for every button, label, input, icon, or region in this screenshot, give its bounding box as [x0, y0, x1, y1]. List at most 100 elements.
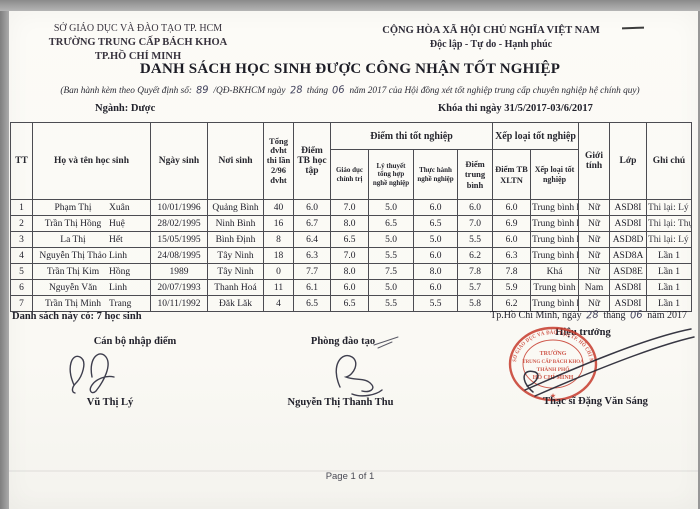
cell-dob: 1989 — [150, 263, 208, 280]
cell-dvht: 8 — [263, 231, 294, 248]
cell-theory: 5.0 — [368, 231, 414, 248]
cell-practice: 5.0 — [413, 231, 458, 248]
cell-class: ASD8E — [609, 263, 647, 280]
cell-pob: Ninh Bình — [207, 215, 264, 232]
document-title: DANH SÁCH HỌC SINH ĐƯỢC CÔNG NHẬN TỐT NG… — [139, 61, 561, 77]
cell-practice: 6.0 — [413, 247, 458, 264]
national-title: CỘNG HÒA XÃ HỘI CHỦ NGHĨA VIỆT NAM — [382, 25, 600, 36]
cell-practice: 6.0 — [413, 199, 458, 216]
cell-tt: 6 — [10, 279, 33, 296]
header-theory: Lý thuyết tổng hợp nghề nghiệp — [368, 149, 414, 200]
subtitle-part: năm 2017 của Hội đồng xét tốt nghiệp tru… — [349, 86, 640, 96]
cell-dob: 10/01/1996 — [150, 199, 208, 216]
handwritten-decision-number: 89 — [195, 84, 210, 97]
handwritten-month: 06 — [332, 84, 346, 97]
stamp-line-3: THÀNH PHỐ — [537, 365, 570, 373]
cell-note: Lần 1 — [646, 247, 692, 264]
cell-pob: Thanh Hoá — [207, 279, 264, 296]
cell-pob: Bình Định — [207, 231, 264, 248]
org-school: TRƯỜNG TRUNG CẤP BÁCH KHOA — [48, 36, 228, 48]
cell-politics: 6.5 — [330, 295, 369, 312]
subtitle-part: tháng — [306, 86, 329, 96]
subtitle-part: (Ban hành kèm theo Quyết định số: — [60, 86, 193, 96]
cell-class: ASD8I — [609, 215, 647, 232]
place-date-part: Tp.Hồ Chí Minh, ngày — [490, 310, 582, 321]
table-body: 1 Phạm Thị Xuân 10/01/1996 Quảng Bình 40 6.0 7.… — [10, 199, 692, 312]
signer2-name: Nguyễn Thị Thanh Thu — [287, 397, 394, 408]
cell-xltn: 5.9 — [492, 279, 531, 296]
cell-note: Lần 1 — [646, 295, 692, 312]
cell-xltn: 6.0 — [492, 199, 531, 216]
cell-politics: 6.0 — [330, 279, 369, 296]
cell-avg: 7.0 — [457, 215, 493, 232]
cell-dvht: 4 — [263, 295, 294, 312]
place-date-line: Tp.Hồ Chí Minh, ngày 28 tháng 06 năm 201… — [455, 310, 687, 322]
cell-gender: Nữ — [578, 263, 610, 280]
national-motto: Độc lập - Tự do - Hạnh phúc — [429, 39, 553, 50]
cell-xltn: 6.0 — [492, 231, 531, 248]
table-row: 3 La Thị Hết 15/05/1995 Bình Định 8 6.4 6.5 5.0 5… — [10, 231, 692, 248]
cell-dvht: 11 — [263, 279, 294, 296]
cell-rank: Trung bình khá — [530, 199, 579, 216]
cell-theory: 5.0 — [368, 279, 414, 296]
document-subtitle: (Ban hành kèm theo Quyết định số: 89 /QĐ… — [10, 84, 690, 97]
cell-politics: 7.0 — [330, 247, 369, 264]
stamp-line-1: TRƯỜNG — [540, 349, 567, 357]
cell-gender: Nữ — [578, 215, 610, 232]
table-row: 7 Trần Thị Minh Trang 10/11/1992 Đăk Lăk 4 6.5… — [10, 295, 692, 312]
cell-rank: Trung bình khá — [530, 231, 579, 248]
subtitle-part: /QĐ-BKHCM ngày — [213, 86, 286, 96]
cell-dob: 10/11/1992 — [150, 295, 208, 312]
signer1-title: Cán bộ nhập điểm — [93, 336, 177, 347]
header-class: Lớp — [609, 122, 647, 200]
cell-theory: 7.5 — [368, 263, 414, 280]
graduation-table: TT Họ và tên học sinh Ngày sinh Nơi sinh… — [10, 122, 692, 312]
cell-dob: 15/05/1995 — [150, 231, 208, 248]
cell-dob: 20/07/1993 — [150, 279, 208, 296]
org-block: SỞ GIÁO DỤC VÀ ĐÀO TẠO TP. HCM TRƯỜNG TR… — [30, 22, 246, 65]
cell-practice: 6.0 — [413, 279, 458, 296]
cell-practice: 5.5 — [413, 295, 458, 312]
stamp-star-icon: ★ — [550, 392, 556, 400]
scan-edge-left — [0, 0, 9, 509]
signature-2 — [335, 354, 383, 397]
cell-rank: Trung bình khá — [530, 247, 579, 264]
table-row: 6 Nguyễn Văn Linh 20/07/1993 Thanh Hoá 11 6.1 6… — [10, 279, 692, 296]
cell-avg: 5.7 — [457, 279, 493, 296]
signature-3 — [523, 328, 695, 397]
cell-tt: 4 — [10, 247, 33, 264]
org-city: TP.HỒ CHÍ MINH — [94, 51, 182, 63]
header-dvht: Tổng đvht thi lần 2/96 đvht — [263, 122, 294, 200]
header-gender: Giới tính — [578, 122, 610, 200]
cell-name: Trần Thị Minh Trang — [32, 295, 151, 312]
cell-xltn: 7.8 — [492, 263, 531, 280]
header-politics: Giáo dục chính trị — [330, 149, 369, 200]
school-stamp: SỞ GIÁO DỤC VÀ ĐÀO TẠO TP. HỒ CHÍ MINH T… — [504, 322, 598, 402]
cell-tb-study: 6.0 — [293, 199, 331, 216]
table-row: 5 Trần Thị Kim Hồng 1989 Tây Ninh 0 7.7 8.0 7.5 8… — [10, 263, 692, 280]
cell-dvht: 16 — [263, 215, 294, 232]
cell-theory: 5.5 — [368, 295, 414, 312]
page-number: Page 1 of 1 — [325, 471, 375, 482]
signer2-title: Phòng đào tạo — [310, 336, 376, 347]
cell-name: Nguyễn Văn Linh — [32, 279, 151, 296]
header-rank: Xếp loại tốt nghiệp — [530, 149, 579, 200]
cell-class: ASD8D — [609, 231, 647, 248]
cell-xltn: 6.3 — [492, 247, 531, 264]
cell-pob: Đăk Lăk — [207, 295, 264, 312]
header-pob: Nơi sinh — [207, 122, 264, 200]
cell-theory: 6.5 — [368, 215, 414, 232]
cell-politics: 6.5 — [330, 231, 369, 248]
cell-name: La Thị Hết — [32, 231, 151, 248]
cell-name: Phạm Thị Xuân — [32, 199, 151, 216]
cell-theory: 5.0 — [368, 199, 414, 216]
cell-name: Trần Thị Hồng Huệ — [32, 215, 151, 232]
place-date-part: tháng — [603, 310, 626, 321]
header-tb-study: Điểm TB học tập — [293, 122, 331, 200]
exam-session-label: Khóa thi ngày 31/5/2017-03/6/2017 — [438, 103, 593, 114]
cell-class: ASD8A — [609, 247, 647, 264]
cell-note: Lần 1 — [646, 279, 692, 296]
cell-tb-study: 6.7 — [293, 215, 331, 232]
cell-note: Thi lại: Lý thuyết — [646, 231, 692, 248]
header-note: Ghi chú — [646, 122, 692, 200]
